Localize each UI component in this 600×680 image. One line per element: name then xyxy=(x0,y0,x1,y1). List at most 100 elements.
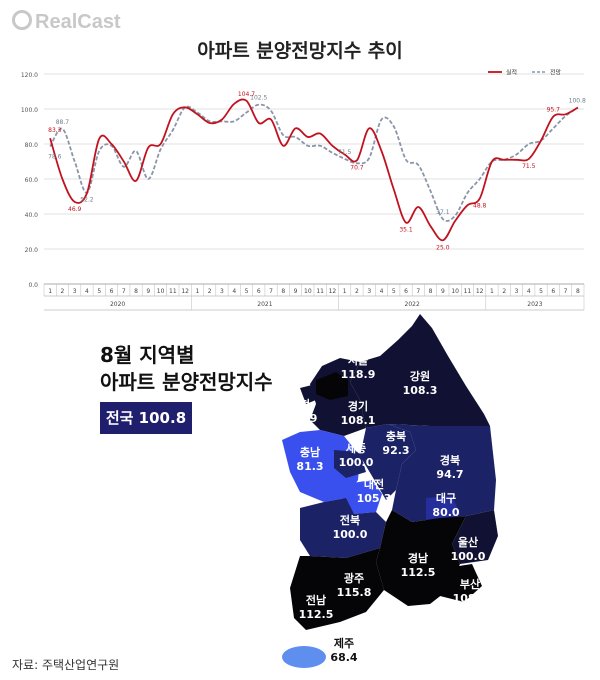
region-ulsan xyxy=(452,510,498,564)
region-name-busan: 부산 xyxy=(460,577,480,591)
x-tick-label: 3 xyxy=(367,288,371,295)
region-value-daejeon: 105.3 xyxy=(357,492,392,505)
x-tick-label: 4 xyxy=(380,288,384,295)
point-label: 70.7 xyxy=(350,164,364,171)
x-tick-label: 4 xyxy=(527,288,531,295)
y-tick-label: 20.0 xyxy=(25,247,39,254)
point-label: 95.7 xyxy=(547,107,561,114)
region-name-gyeonggi: 경기 xyxy=(348,399,368,413)
x-tick-label: 5 xyxy=(245,288,249,295)
x-tick-label: 7 xyxy=(564,288,568,295)
y-tick-label: 60.0 xyxy=(25,177,39,184)
point-label: 46.9 xyxy=(68,206,82,213)
region-value-jeonnam: 112.5 xyxy=(299,608,334,621)
region-incheon xyxy=(300,384,316,404)
x-tick-label: 2 xyxy=(355,288,359,295)
y-tick-label: 120.0 xyxy=(21,72,38,79)
series-line-forecast xyxy=(49,103,579,222)
point-label: 102.5 xyxy=(250,95,267,102)
region-value-sejong: 100.0 xyxy=(339,456,374,469)
region-name-chungbuk: 충북 xyxy=(386,429,406,443)
year-label: 2021 xyxy=(257,301,272,308)
x-tick-label: 10 xyxy=(304,288,312,295)
source-note: 자료: 주택산업연구원 xyxy=(12,658,120,672)
x-tick-label: 6 xyxy=(110,288,114,295)
region-name-gwangju: 광주 xyxy=(344,572,364,585)
region-value-chungbuk: 92.3 xyxy=(382,444,409,457)
x-tick-label: 3 xyxy=(515,288,519,295)
region-seoul xyxy=(316,372,348,400)
y-tick-label: 100.0 xyxy=(21,107,38,114)
x-tick-label: 5 xyxy=(392,288,396,295)
region-value-gwangju: 115.8 xyxy=(337,586,372,599)
region-busan xyxy=(440,564,482,602)
y-tick-label: 40.0 xyxy=(25,212,39,219)
region-value-ulsan: 100.0 xyxy=(451,550,486,563)
x-tick-label: 7 xyxy=(416,288,420,295)
x-tick-label: 2 xyxy=(208,288,212,295)
region-gangwon xyxy=(350,314,490,428)
x-tick-label: 8 xyxy=(576,288,580,295)
point-label: 37.1 xyxy=(436,209,450,216)
series-line-actual xyxy=(49,98,579,242)
x-tick-label: 6 xyxy=(257,288,261,295)
x-tick-label: 12 xyxy=(181,288,189,295)
y-tick-label: 80.0 xyxy=(25,142,39,149)
point-label: 35.1 xyxy=(399,227,413,234)
y-tick-label: 0.0 xyxy=(28,282,38,289)
point-label: 48.8 xyxy=(473,203,487,210)
legend-label-forecast: 전망 xyxy=(550,69,562,77)
region-name-gangwon: 강원 xyxy=(410,369,430,383)
x-tick-label: 4 xyxy=(85,288,89,295)
region-name-gyeongnam: 경남 xyxy=(408,551,428,565)
region-chungnam xyxy=(282,430,360,502)
region-value-chungnam: 81.3 xyxy=(296,460,323,473)
region-name-incheon: 인천 xyxy=(290,397,310,411)
national-index-badge: 전국 100.8 xyxy=(100,402,192,434)
x-tick-label: 8 xyxy=(134,288,138,295)
logo-ring-icon xyxy=(12,10,32,30)
region-value-gyeongbuk: 94.7 xyxy=(436,468,463,481)
map-title: 8월 지역별 아파트 분양전망지수 xyxy=(100,342,273,396)
x-tick-label: 6 xyxy=(551,288,555,295)
x-tick-label: 8 xyxy=(281,288,285,295)
x-tick-label: 6 xyxy=(404,288,408,295)
x-tick-label: 11 xyxy=(464,288,472,295)
region-value-gyeongnam: 112.5 xyxy=(401,566,436,579)
region-value-incheon: 106.9 xyxy=(283,412,318,425)
x-tick-label: 10 xyxy=(157,288,165,295)
point-label: 25.0 xyxy=(436,244,450,251)
x-tick-label: 11 xyxy=(316,288,324,295)
point-label: 78.6 xyxy=(48,153,62,160)
region-value-seoul: 118.9 xyxy=(341,368,376,381)
x-tick-label: 7 xyxy=(122,288,126,295)
region-daejeon xyxy=(342,480,382,514)
region-sejong xyxy=(334,450,366,478)
map-title-line2: 아파트 분양전망지수 xyxy=(100,370,273,394)
year-label: 2023 xyxy=(527,301,542,308)
point-label: 71.5 xyxy=(522,163,536,170)
x-tick-label: 12 xyxy=(476,288,484,295)
x-tick-label: 4 xyxy=(232,288,236,295)
x-tick-label: 2 xyxy=(60,288,64,295)
point-label: 104.7 xyxy=(238,91,255,98)
point-label: 100.8 xyxy=(569,98,586,105)
year-label: 2022 xyxy=(405,301,420,308)
year-label: 2020 xyxy=(110,301,125,308)
region-value-gangwon: 108.3 xyxy=(403,384,438,397)
x-tick-label: 1 xyxy=(48,288,52,295)
x-tick-label: 3 xyxy=(73,288,77,295)
point-label: 52.2 xyxy=(80,197,94,204)
x-tick-label: 1 xyxy=(490,288,494,295)
region-name-sejong: 세종 xyxy=(346,441,366,455)
x-tick-label: 1 xyxy=(195,288,199,295)
region-name-jeonbuk: 전북 xyxy=(340,513,360,527)
x-tick-label: 2 xyxy=(502,288,506,295)
region-name-daejeon: 대전 xyxy=(364,477,384,491)
region-name-gyeongbuk: 경북 xyxy=(440,453,460,467)
region-value-daegu: 80.0 xyxy=(432,506,459,519)
region-name-ulsan: 울산 xyxy=(458,535,478,549)
x-tick-label: 3 xyxy=(220,288,224,295)
